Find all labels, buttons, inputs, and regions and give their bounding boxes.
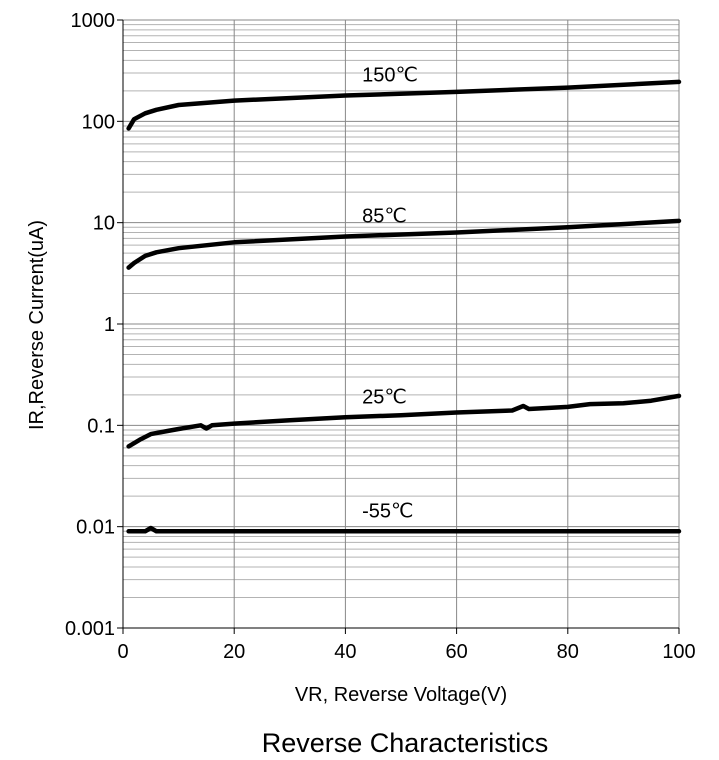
y-tick-label: 100 [82, 111, 115, 133]
x-tick-label: 80 [557, 641, 579, 663]
series-line [126, 218, 682, 270]
x-tick-label: 100 [662, 641, 695, 663]
series-line [126, 393, 682, 449]
y-axis-title: IR,Reverse Current(uA) [26, 220, 48, 430]
y-tick-label: 0.001 [65, 618, 115, 640]
x-tick-labels: 0 20 40 60 80 100 [117, 641, 695, 663]
x-axis-title: VR, Reverse Voltage(V) [295, 684, 507, 706]
y-tick-label: 1000 [71, 10, 116, 32]
axes [117, 19, 680, 634]
y-tick-label: 10 [93, 213, 115, 235]
y-tick-label: 0.01 [76, 517, 115, 539]
series-label: 150℃ [362, 64, 418, 86]
series-line [126, 525, 682, 534]
x-tick-label: 60 [445, 641, 467, 663]
series-label: 85℃ [362, 206, 407, 228]
series-labels: 150℃ 85℃ 25℃ -55℃ [362, 64, 418, 522]
series-label: -55℃ [362, 500, 413, 522]
x-tick-label: 20 [223, 641, 245, 663]
x-tick-label: 40 [334, 641, 356, 663]
y-tick-label: 0.1 [87, 415, 115, 437]
chart-caption: Reverse Characteristics [262, 728, 549, 758]
y-tick-labels: 0.001 0.01 0.1 1 10 100 1000 [65, 10, 115, 640]
y-tick-label: 1 [104, 314, 115, 336]
series-label: 25℃ [362, 386, 407, 408]
x-tick-label: 0 [117, 641, 128, 663]
series-line [126, 79, 682, 131]
series-lines [126, 79, 682, 534]
grid [122, 19, 680, 629]
